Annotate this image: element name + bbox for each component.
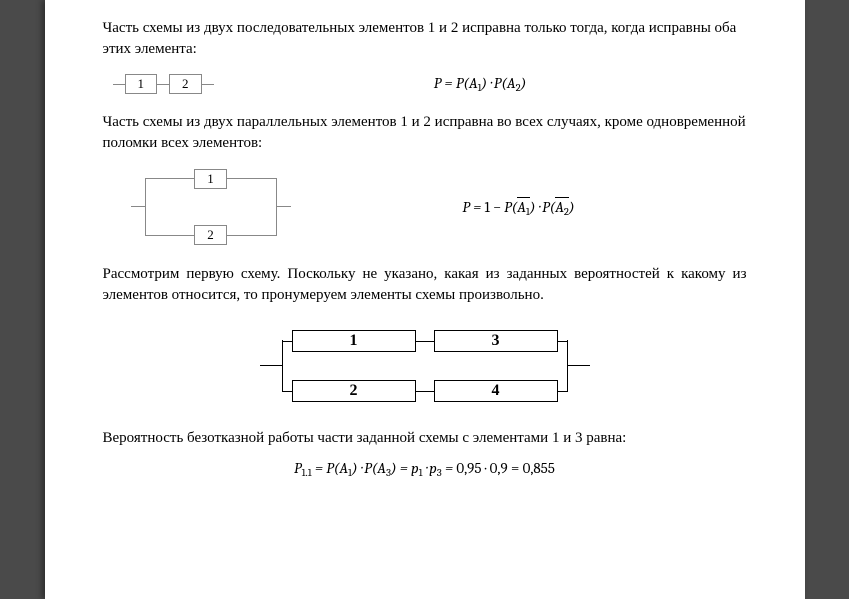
wire — [568, 365, 590, 366]
wire — [157, 84, 169, 85]
parallel-row: 1 2 P = 1 − P(A1) · P(A2) — [103, 168, 747, 246]
series-row: 1 2 P = P(A1) · P(A2) — [103, 74, 747, 94]
series-diagram: 1 2 — [113, 74, 214, 94]
parallel-element-2: 2 — [194, 225, 227, 245]
parallel-element-1: 1 — [194, 169, 227, 189]
paragraph-prob-intro: Вероятность безотказной работы части зад… — [103, 428, 747, 449]
wire — [276, 178, 277, 236]
wire — [282, 391, 292, 392]
wire — [282, 341, 292, 342]
labeled-scheme-diagram: 1 3 2 4 — [260, 328, 590, 404]
wire — [416, 341, 434, 342]
scheme-element-4: 4 — [434, 380, 558, 402]
wire — [416, 391, 434, 392]
series-element-1: 1 — [125, 74, 158, 94]
wire — [202, 84, 214, 85]
scheme-bottom-row: 2 4 — [282, 380, 568, 402]
wire — [227, 235, 277, 236]
scheme-element-3: 3 — [434, 330, 558, 352]
document-page: Часть схемы из двух последовательных эле… — [45, 0, 805, 599]
wire — [260, 365, 282, 366]
parallel-top-branch: 1 — [145, 169, 277, 189]
paragraph-first-scheme: Рассмотрим первую схему. Поскольку не ук… — [103, 264, 747, 306]
paragraph-series-intro: Часть схемы из двух последовательных эле… — [103, 18, 747, 60]
wire — [145, 178, 195, 179]
parallel-diagram: 1 2 — [131, 168, 291, 246]
parallel-formula: P = 1 − P(A1) · P(A2) — [291, 197, 747, 218]
wire — [277, 206, 291, 207]
probability-formula: P1.1 = P(A1) · P(A3) = p1 · p3 = 0,95 · … — [103, 459, 747, 479]
series-element-2: 2 — [169, 74, 202, 94]
series-formula: P = P(A1) · P(A2) — [214, 74, 747, 94]
wire — [113, 84, 125, 85]
wire — [131, 206, 145, 207]
parallel-bottom-branch: 2 — [145, 225, 277, 245]
wire — [145, 235, 195, 236]
paragraph-parallel-intro: Часть схемы из двух параллельных элемент… — [103, 112, 747, 154]
scheme-element-1: 1 — [292, 330, 416, 352]
scheme-top-row: 1 3 — [282, 330, 568, 352]
wire — [567, 340, 568, 392]
scheme-element-2: 2 — [292, 380, 416, 402]
wire — [227, 178, 277, 179]
